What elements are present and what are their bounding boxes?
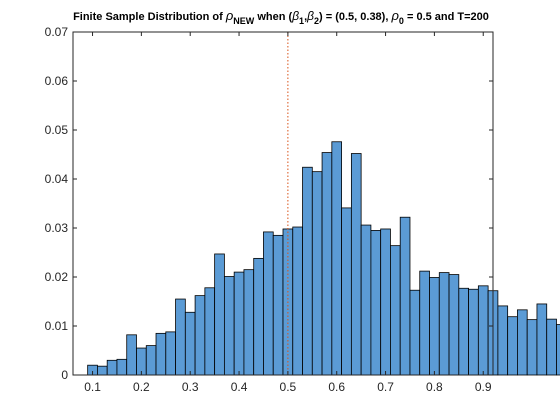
histogram-bar xyxy=(429,277,440,376)
histogram-bar xyxy=(497,305,509,376)
x-tick-label: 0.8 xyxy=(426,380,443,394)
histogram-bar xyxy=(233,271,245,376)
histogram-bar xyxy=(136,347,147,376)
histogram-bar xyxy=(341,207,352,376)
x-tick-label: 0.3 xyxy=(182,380,199,394)
histogram-bar xyxy=(155,332,167,376)
histogram-bar xyxy=(214,253,225,376)
histogram-bar xyxy=(556,324,560,376)
y-tick-label: 0.01 xyxy=(45,319,69,333)
histogram-bar xyxy=(360,224,372,376)
chart-title: Finite Sample Distribution of ρNEW when … xyxy=(73,8,489,26)
histogram-bars xyxy=(87,141,560,376)
histogram-bar xyxy=(126,334,137,376)
histogram-bar xyxy=(321,152,333,376)
histogram-bar xyxy=(272,234,284,376)
histogram-bar xyxy=(458,287,469,376)
histogram-bar xyxy=(263,231,274,376)
y-tick-label: 0.03 xyxy=(45,221,69,235)
histogram-bar xyxy=(184,311,196,376)
y-axis-ticks: 0 0.01 0.02 0.03 0.04 0.05 0.06 0.07 xyxy=(45,25,493,382)
histogram-bar xyxy=(165,331,176,376)
histogram-bar xyxy=(253,257,264,376)
histogram-bar xyxy=(243,269,255,376)
histogram-bar xyxy=(145,345,157,376)
x-tick-label: 0.4 xyxy=(231,380,248,394)
y-tick-label: 0.02 xyxy=(45,270,69,284)
x-tick-label: 0.5 xyxy=(280,380,297,394)
y-tick-label: 0.04 xyxy=(45,172,69,186)
histogram-bar xyxy=(292,226,303,376)
y-tick-label: 0.06 xyxy=(45,74,69,88)
histogram-bar xyxy=(419,270,430,376)
histogram-bar xyxy=(106,359,118,376)
x-tick-label: 0.9 xyxy=(475,380,492,394)
x-tick-label: 0.7 xyxy=(377,380,394,394)
histogram-bar xyxy=(399,216,411,376)
histogram-bar xyxy=(507,316,518,376)
x-tick-label: 0.1 xyxy=(84,380,101,394)
x-tick-label: 0.2 xyxy=(133,380,150,394)
x-tick-label: 0.6 xyxy=(328,380,345,394)
histogram-bar xyxy=(311,171,323,376)
y-tick-label: 0 xyxy=(61,368,68,382)
axes-box xyxy=(72,31,494,376)
axes xyxy=(72,31,494,376)
histogram-bar xyxy=(517,309,528,376)
histogram-bar xyxy=(409,289,421,376)
histogram-bar xyxy=(380,228,391,376)
histogram-bar xyxy=(448,274,460,376)
histogram-bar xyxy=(526,319,538,376)
histogram-bar xyxy=(536,303,548,376)
y-tick-label: 0.07 xyxy=(45,25,69,39)
x-axis-ticks: 0.1 0.2 0.3 0.4 0.5 0.6 0.7 0.8 0.9 xyxy=(84,32,492,394)
histogram-bar xyxy=(438,272,450,376)
histogram-bar xyxy=(302,166,313,376)
histogram-bar xyxy=(370,230,382,376)
histogram-bar xyxy=(468,288,479,376)
histogram-bar xyxy=(204,287,216,376)
histogram-bar xyxy=(97,365,108,376)
histogram-bar xyxy=(116,358,128,376)
histogram-bar xyxy=(350,153,362,376)
histogram-bar xyxy=(223,276,235,376)
histogram-bar xyxy=(175,298,186,376)
histogram-bar xyxy=(477,285,489,376)
histogram-bar xyxy=(390,245,401,376)
y-tick-label: 0.05 xyxy=(45,123,69,137)
histogram-bar xyxy=(194,295,206,376)
histogram-bar xyxy=(331,141,343,376)
histogram-bar xyxy=(546,318,557,376)
